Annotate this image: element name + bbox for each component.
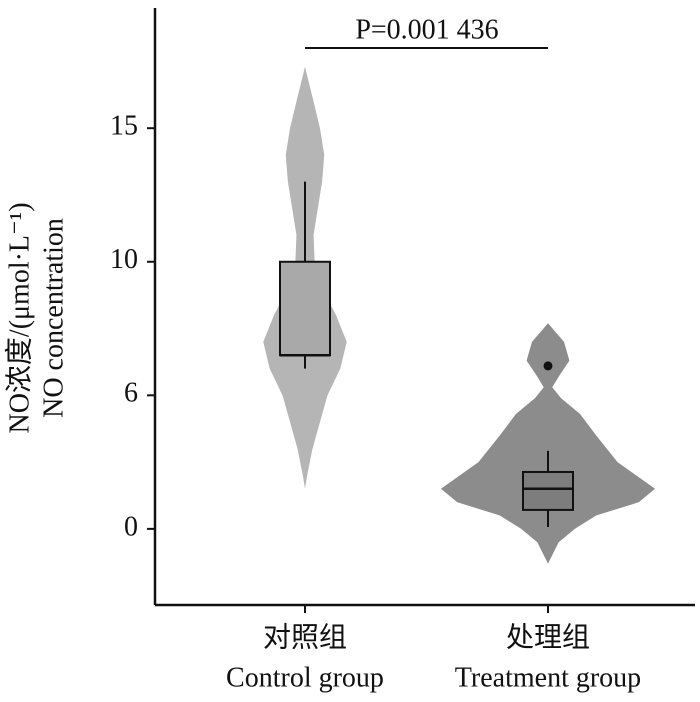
box xyxy=(279,260,331,357)
y-tick-label: 0 xyxy=(124,511,138,542)
p-value: P=0.001 436 xyxy=(355,14,498,45)
y-axis-label: NO浓度/(μmol·L⁻¹) xyxy=(3,202,35,433)
y-axis-label-en: NO concentration xyxy=(38,218,69,418)
x-tick-label-en: Control group xyxy=(226,662,384,693)
y-tick-label: 6 xyxy=(124,378,138,409)
x-tick-label: 对照组 xyxy=(263,621,347,653)
violin-half xyxy=(548,323,655,564)
y-tick-label: 15 xyxy=(110,111,138,142)
x-tick-label-en: Treatment group xyxy=(455,662,641,693)
outlier xyxy=(543,361,553,371)
violin-half xyxy=(263,66,305,489)
violin-half xyxy=(305,66,347,489)
violin-half xyxy=(441,323,548,564)
y-tick-label: 10 xyxy=(110,244,138,275)
box xyxy=(522,470,574,511)
x-tick-label: 处理组 xyxy=(506,621,590,653)
